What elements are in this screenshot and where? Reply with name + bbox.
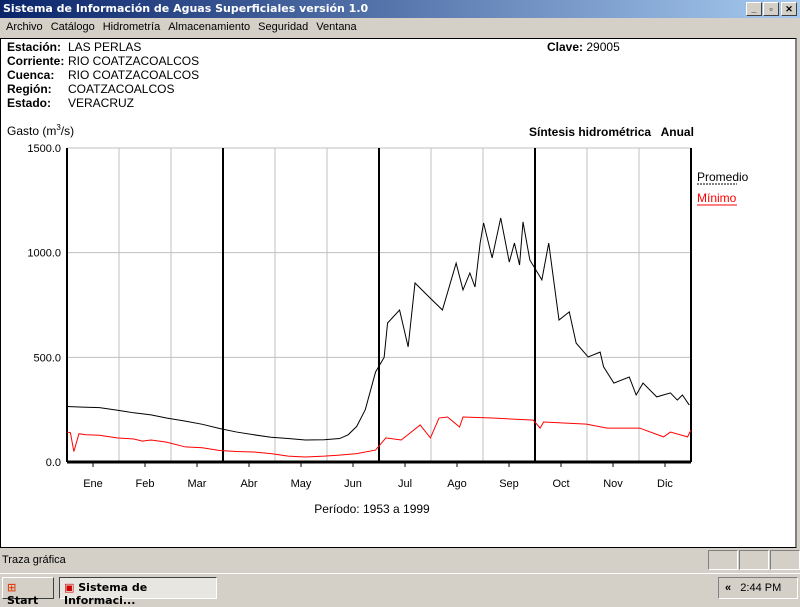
system-tray: « 2:44 PM <box>718 577 798 599</box>
clave: Clave: 29005 <box>547 40 620 54</box>
menu-hidrometria[interactable]: Hidrometría <box>102 21 161 33</box>
month-label: Sep <box>499 478 519 490</box>
month-label: Nov <box>603 478 623 490</box>
month-label: Dic <box>657 478 673 490</box>
y-tick-label: 500.0 <box>33 352 61 364</box>
clock: 2:44 PM <box>740 582 782 594</box>
status-text: Traza gráfica <box>2 554 66 566</box>
y-tick-label: 1500.0 <box>27 143 61 155</box>
corriente-label: Corriente: <box>7 54 65 68</box>
chart-title: Síntesis hidrométrica Anual <box>529 125 694 139</box>
clave-value: 29005 <box>586 40 620 54</box>
status-panel <box>708 550 738 570</box>
region-label: Región: <box>7 82 52 96</box>
cuenca-value: RIO COATZACOALCOS <box>68 68 200 82</box>
app-icon: ▣ <box>64 581 75 594</box>
status-bar: Traza gráfica <box>0 550 800 572</box>
month-label: Mar <box>188 478 207 490</box>
month-label: Abr <box>240 478 257 490</box>
ylabel-main: Gasto (m <box>7 124 57 138</box>
estacion-label: Estación: <box>7 40 62 54</box>
menu-bar: Archivo Catálogo Hidrometría Almacenamie… <box>0 18 800 38</box>
cuenca-label: Cuenca: <box>7 68 55 82</box>
status-panel <box>739 550 769 570</box>
tray-chevron-icon[interactable]: « <box>725 582 732 594</box>
period-label: Período: 1953 a 1999 <box>314 502 430 516</box>
menu-ventana[interactable]: Ventana <box>316 21 357 33</box>
estacion-value: LAS PERLAS <box>68 40 142 54</box>
month-label: Oct <box>552 478 569 490</box>
hydrograph-chart: 0.0 500.0 1000.0 1500.0 Ene Feb Mar Abr May Jun Ju… <box>27 143 749 516</box>
taskbar-task[interactable]: ▣ Sistema de Informaci... <box>59 577 217 607</box>
window-title: Sistema de Información de Aguas Superfic… <box>3 2 369 15</box>
y-tick-label: 1000.0 <box>27 248 61 260</box>
restore-button[interactable]: ▫ <box>763 2 779 16</box>
month-label: Ene <box>83 478 103 490</box>
menu-archivo[interactable]: Archivo <box>6 21 43 33</box>
series-line-minimo <box>66 416 692 458</box>
station-info: Estación: LAS PERLAS Corriente: RIO COATZA… <box>7 40 199 110</box>
series-line-promedio <box>66 217 690 441</box>
title-bar: Sistema de Información de Aguas Superfic… <box>0 0 800 18</box>
month-label: Feb <box>136 478 155 490</box>
start-label: Start <box>7 594 39 607</box>
taskbar: ⊞ Start ▣ Sistema de Informaci... « 2:44… <box>0 573 800 607</box>
region-value: COATZACOALCOS <box>68 82 175 96</box>
estado-value: VERACRUZ <box>68 96 135 110</box>
month-label: Jul <box>398 478 412 490</box>
corriente-value: RIO COATZACOALCOS <box>68 54 200 68</box>
menu-seguridad[interactable]: Seguridad <box>258 21 309 33</box>
month-label: Ago <box>447 478 467 490</box>
legend-label: Promedio <box>697 170 749 184</box>
estado-label: Estado: <box>7 96 52 110</box>
menu-catalogo[interactable]: Catálogo <box>50 21 95 33</box>
status-panel <box>770 550 800 570</box>
y-axis-label: Gasto (m3/s) <box>7 123 74 138</box>
start-button[interactable]: ⊞ Start <box>2 577 54 607</box>
close-button[interactable]: ✕ <box>781 2 797 16</box>
y-tick-label: 0.0 <box>46 457 61 469</box>
menu-almacenamiento[interactable]: Almacenamiento <box>168 21 251 33</box>
clave-label: Clave: <box>547 40 584 54</box>
task-label: Sistema de Informaci... <box>64 581 148 607</box>
ylabel-end: /s) <box>60 124 75 138</box>
minimize-button[interactable]: _ <box>746 2 762 16</box>
month-label: May <box>291 478 312 490</box>
month-label: Jun <box>344 478 362 490</box>
legend-label: Mínimo <box>697 191 737 205</box>
windows-logo-icon: ⊞ <box>7 581 17 594</box>
ylabel-sup: 3 <box>56 123 61 132</box>
